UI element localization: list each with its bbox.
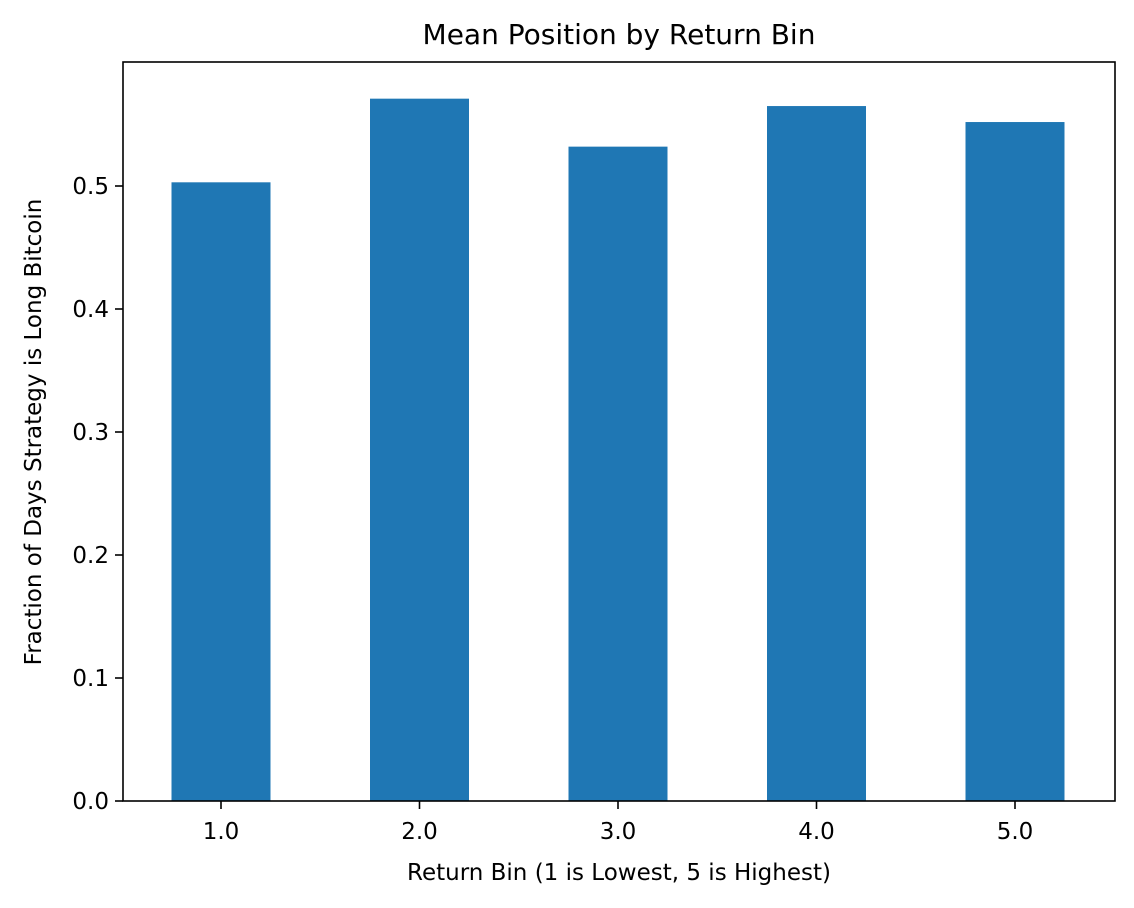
bar-1.0 (171, 182, 271, 801)
y-tick-label: 0.4 (72, 297, 109, 323)
y-axis-label: Fraction of Days Strategy is Long Bitcoi… (21, 199, 47, 666)
x-tick-label: 5.0 (997, 819, 1034, 845)
y-tick-label: 0.1 (72, 666, 109, 692)
y-axis-ticks: 0.0 0.1 0.2 0.3 0.4 0.5 (72, 174, 123, 815)
y-tick-label: 0.3 (72, 420, 109, 446)
bar-2.0 (370, 98, 469, 802)
x-axis-ticks: 1.0 2.0 3.0 4.0 5.0 (203, 801, 1034, 845)
y-tick-label: 0.0 (72, 789, 109, 815)
x-tick-label: 2.0 (401, 819, 438, 845)
bars-group (171, 98, 1065, 802)
x-tick-label: 1.0 (203, 819, 240, 845)
x-tick-label: 3.0 (600, 819, 637, 845)
bar-3.0 (568, 146, 668, 801)
x-tick-label: 4.0 (798, 819, 835, 845)
x-axis-label: Return Bin (1 is Lowest, 5 is Highest) (407, 860, 831, 886)
y-tick-label: 0.5 (72, 174, 109, 200)
y-tick-label: 0.2 (72, 543, 109, 569)
chart-title: Mean Position by Return Bin (423, 18, 816, 51)
bar-5.0 (965, 122, 1065, 802)
bar-4.0 (767, 106, 866, 802)
